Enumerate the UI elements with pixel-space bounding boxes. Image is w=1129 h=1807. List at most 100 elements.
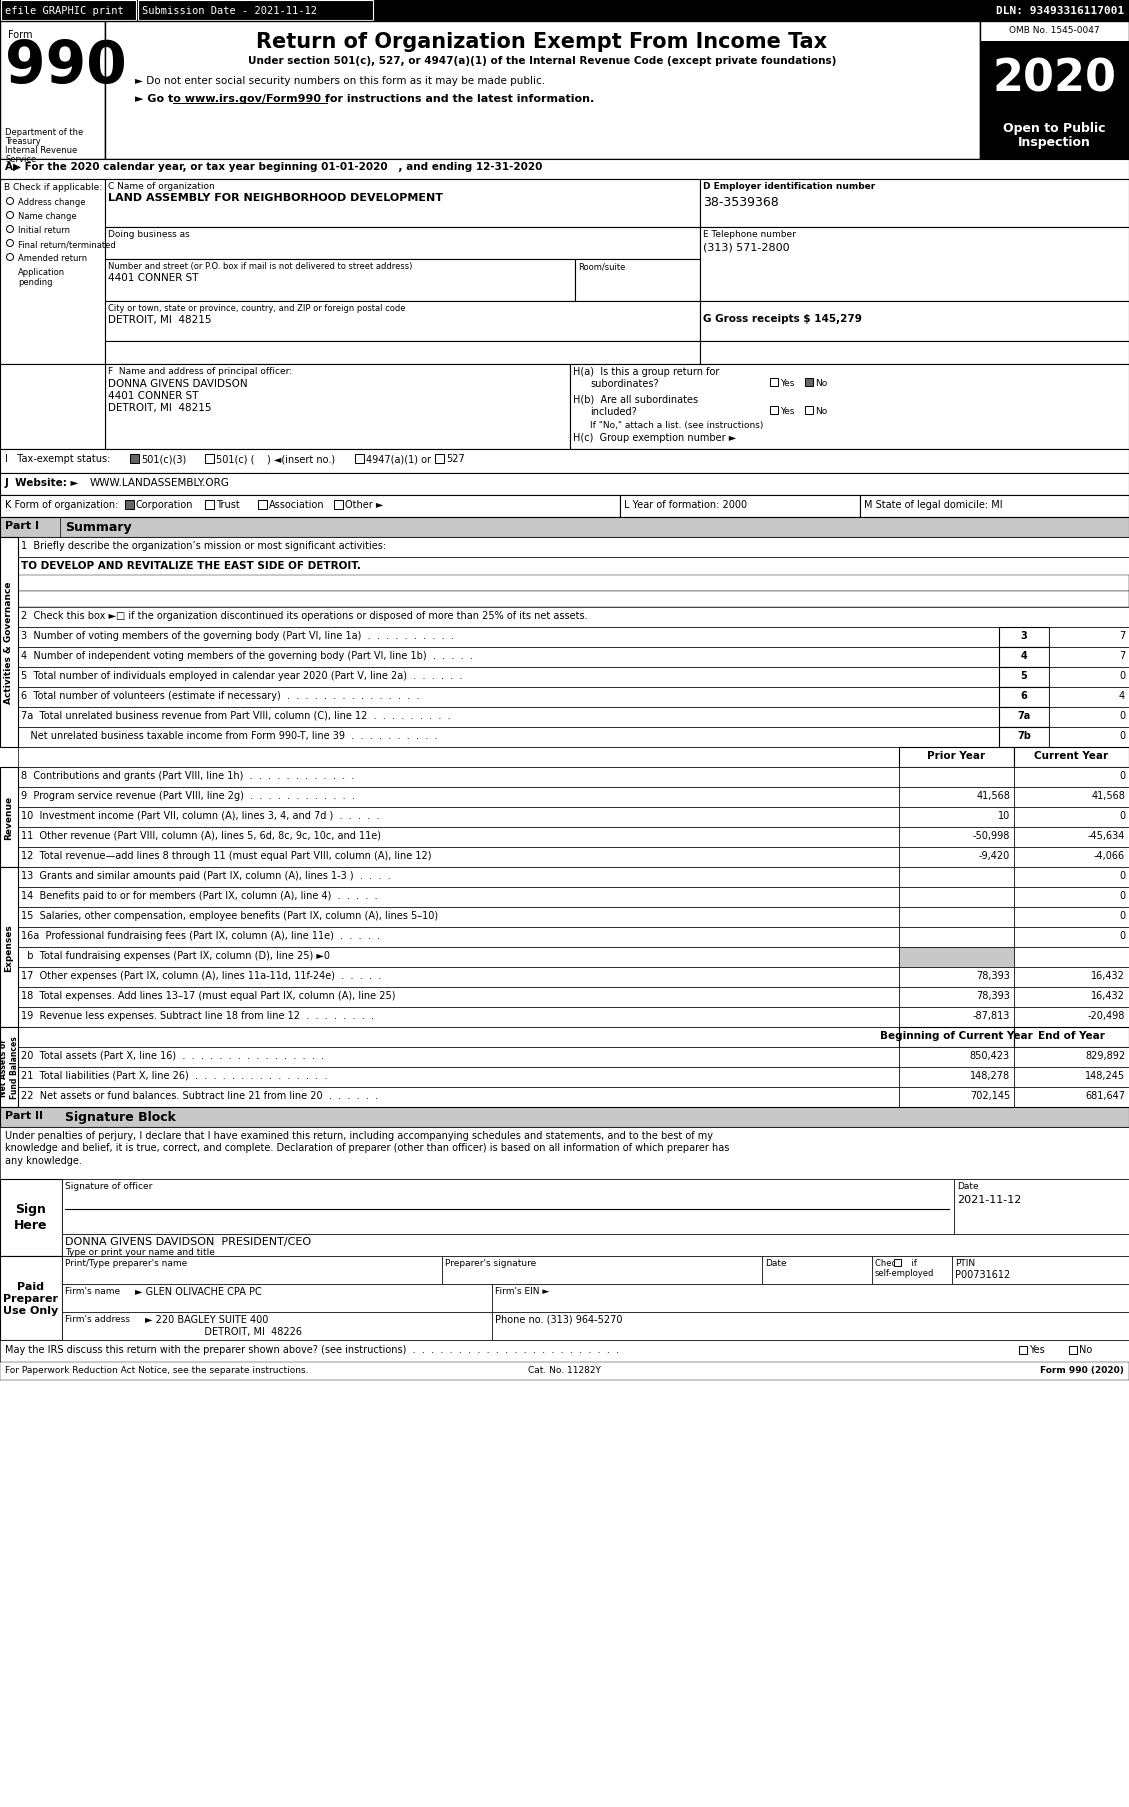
- Bar: [492, 1312, 1129, 1341]
- Text: Yes: Yes: [1029, 1344, 1044, 1353]
- Text: Form: Form: [8, 31, 33, 40]
- Text: Signature Block: Signature Block: [65, 1109, 176, 1124]
- Text: 829,892: 829,892: [1085, 1050, 1124, 1061]
- Bar: [700, 342, 1129, 365]
- Text: J  Website: ►: J Website: ►: [5, 477, 79, 488]
- Text: DLN: 93493316117001: DLN: 93493316117001: [996, 5, 1124, 16]
- Bar: [0, 0, 1129, 22]
- Text: 13  Grants and similar amounts paid (Part IX, column (A), lines 1-3 )  .  .  .  : 13 Grants and similar amounts paid (Part…: [21, 871, 391, 880]
- Text: WWW.LANDASSEMBLY.ORG: WWW.LANDASSEMBLY.ORG: [90, 477, 230, 488]
- Bar: [899, 887, 1014, 907]
- Bar: [18, 788, 899, 808]
- Text: H(a)  Is this a group return for: H(a) Is this a group return for: [574, 367, 719, 378]
- Bar: [1014, 1008, 1129, 1028]
- Bar: [1, 2, 135, 22]
- Text: If "No," attach a list. (see instructions): If "No," attach a list. (see instruction…: [590, 421, 763, 430]
- Bar: [1049, 708, 1129, 728]
- Bar: [899, 808, 1014, 828]
- Text: ► Do not enter social security numbers on this form as it may be made public.: ► Do not enter social security numbers o…: [135, 76, 545, 87]
- Bar: [899, 1068, 1014, 1088]
- Bar: [899, 768, 1014, 788]
- Bar: [700, 181, 1129, 228]
- Bar: [18, 847, 899, 867]
- Bar: [1069, 1346, 1077, 1353]
- Text: TO DEVELOP AND REVITALIZE THE EAST SIDE OF DETROIT.: TO DEVELOP AND REVITALIZE THE EAST SIDE …: [21, 560, 361, 571]
- Text: No: No: [1079, 1344, 1092, 1353]
- Text: 16a  Professional fundraising fees (Part IX, column (A), line 11e)  .  .  .  .  : 16a Professional fundraising fees (Part …: [21, 931, 380, 940]
- Bar: [105, 228, 700, 260]
- Bar: [1014, 1068, 1129, 1088]
- Text: 527: 527: [446, 454, 465, 464]
- Bar: [18, 1008, 899, 1028]
- Bar: [860, 495, 1129, 519]
- Text: Treasury: Treasury: [5, 137, 41, 146]
- Text: 0: 0: [1119, 811, 1124, 820]
- Bar: [18, 748, 899, 768]
- Text: Summary: Summary: [65, 520, 132, 533]
- Text: 41,568: 41,568: [1091, 791, 1124, 801]
- Text: 1  Briefly describe the organization’s mission or most significant activities:: 1 Briefly describe the organization’s mi…: [21, 540, 386, 551]
- Bar: [1014, 967, 1129, 987]
- Bar: [105, 365, 570, 450]
- Text: 41,568: 41,568: [977, 791, 1010, 801]
- Text: City or town, state or province, country, and ZIP or foreign postal code: City or town, state or province, country…: [108, 304, 405, 313]
- Text: ► 220 BAGLEY SUITE 400: ► 220 BAGLEY SUITE 400: [145, 1314, 269, 1325]
- Text: Name change: Name change: [18, 211, 77, 220]
- Text: Firm's address: Firm's address: [65, 1314, 130, 1323]
- Bar: [18, 1028, 899, 1048]
- Text: 78,393: 78,393: [977, 970, 1010, 981]
- Text: 2021-11-12: 2021-11-12: [957, 1194, 1022, 1203]
- Bar: [0, 1108, 1129, 1128]
- Text: L Year of formation: 2000: L Year of formation: 2000: [624, 501, 747, 510]
- Bar: [0, 1128, 1129, 1180]
- Text: Yes: Yes: [780, 407, 795, 416]
- Text: included?: included?: [590, 407, 637, 417]
- Bar: [0, 181, 105, 365]
- Text: DETROIT, MI  48215: DETROIT, MI 48215: [108, 314, 211, 325]
- Text: 14  Benefits paid to or for members (Part IX, column (A), line 4)  .  .  .  .  .: 14 Benefits paid to or for members (Part…: [21, 891, 377, 900]
- Bar: [899, 1088, 1014, 1108]
- Text: Open to Public: Open to Public: [1003, 121, 1105, 136]
- Bar: [435, 455, 444, 464]
- Text: self-employed: self-employed: [875, 1269, 935, 1278]
- Bar: [355, 455, 364, 464]
- Text: Department of the: Department of the: [5, 128, 84, 137]
- Text: 3: 3: [1021, 631, 1027, 641]
- Text: I   Tax-exempt status:: I Tax-exempt status:: [5, 454, 111, 464]
- Bar: [18, 667, 999, 688]
- Bar: [1049, 647, 1129, 667]
- Text: 0: 0: [1119, 931, 1124, 940]
- Bar: [0, 1256, 62, 1341]
- Bar: [138, 2, 373, 22]
- Bar: [441, 1256, 762, 1285]
- Text: Net Assets or
Fund Balances: Net Assets or Fund Balances: [0, 1035, 19, 1099]
- Text: Trust: Trust: [216, 501, 239, 510]
- Text: Revenue: Revenue: [5, 795, 14, 840]
- Bar: [700, 228, 1129, 302]
- Text: (313) 571-2800: (313) 571-2800: [703, 242, 789, 251]
- Text: G Gross receipts $ 145,279: G Gross receipts $ 145,279: [703, 314, 861, 323]
- Text: Application: Application: [18, 267, 65, 276]
- Text: 5: 5: [1021, 670, 1027, 681]
- Bar: [770, 407, 778, 416]
- Text: Print/Type preparer's name: Print/Type preparer's name: [65, 1258, 187, 1267]
- Bar: [1014, 1088, 1129, 1108]
- Text: 17  Other expenses (Part IX, column (A), lines 11a-11d, 11f-24e)  .  .  .  .  .: 17 Other expenses (Part IX, column (A), …: [21, 970, 382, 981]
- Text: 4: 4: [1119, 690, 1124, 701]
- Bar: [980, 116, 1129, 159]
- Text: Under penalties of perjury, I declare that I have examined this return, includin: Under penalties of perjury, I declare th…: [5, 1131, 729, 1166]
- Text: End of Year: End of Year: [1038, 1030, 1104, 1041]
- Text: 19  Revenue less expenses. Subtract line 18 from line 12  .  .  .  .  .  .  .  .: 19 Revenue less expenses. Subtract line …: [21, 1010, 374, 1021]
- Text: 15  Salaries, other compensation, employee benefits (Part IX, column (A), lines : 15 Salaries, other compensation, employe…: [21, 911, 438, 920]
- Text: D Employer identification number: D Employer identification number: [703, 183, 875, 192]
- Text: -20,498: -20,498: [1087, 1010, 1124, 1021]
- Bar: [872, 1256, 952, 1285]
- Text: Other ►: Other ►: [345, 501, 384, 510]
- Text: E Telephone number: E Telephone number: [703, 229, 796, 239]
- Text: 4: 4: [1021, 651, 1027, 661]
- Bar: [62, 1256, 441, 1285]
- Text: Inspection: Inspection: [1017, 136, 1091, 148]
- Text: Beginning of Current Year: Beginning of Current Year: [879, 1030, 1032, 1041]
- Bar: [18, 591, 1129, 607]
- Text: Preparer's signature: Preparer's signature: [445, 1258, 536, 1267]
